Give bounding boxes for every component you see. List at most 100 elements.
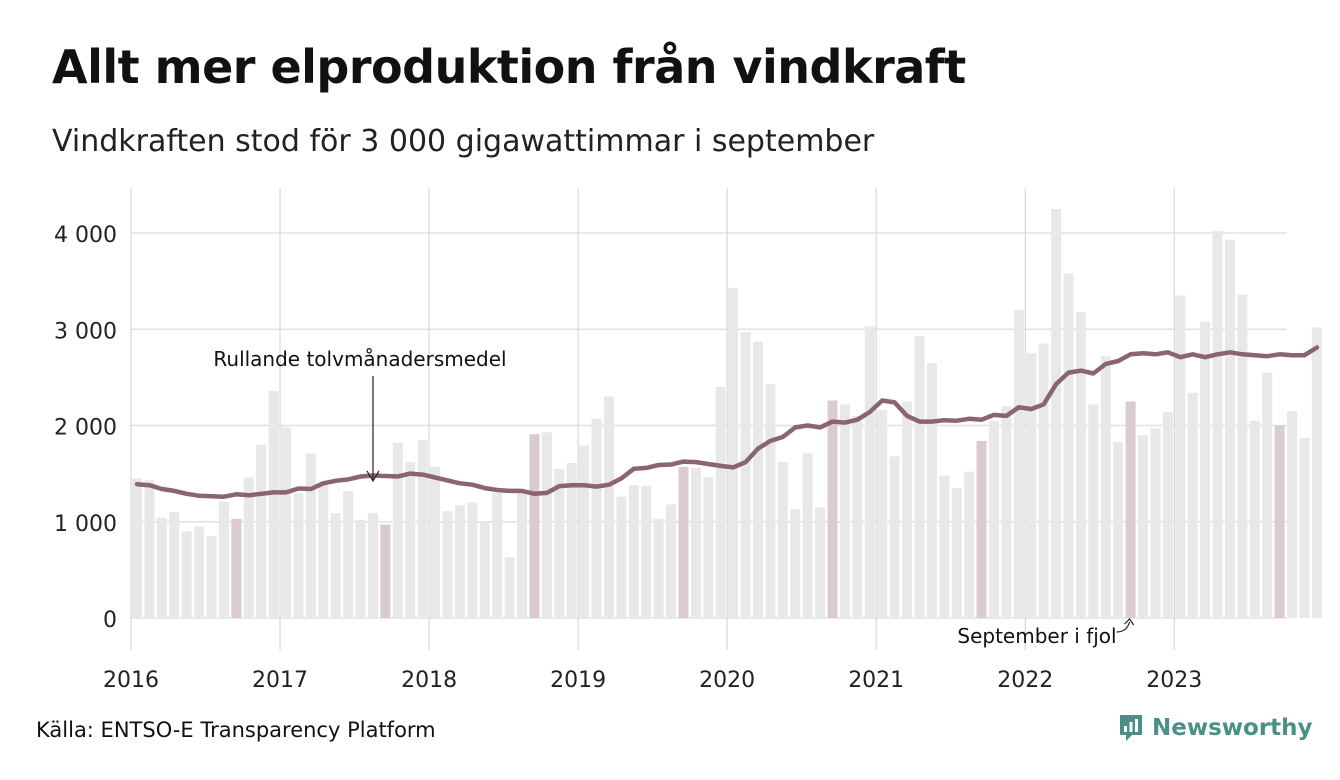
- bar: [988, 420, 999, 618]
- bar: [1100, 356, 1111, 618]
- bar: [889, 456, 900, 618]
- x-tick-label: 2020: [699, 668, 755, 693]
- bar: [343, 490, 354, 618]
- bar: [367, 513, 378, 618]
- annotation-september-last-year: September i fjol: [957, 624, 1116, 648]
- bar: [1187, 392, 1198, 618]
- y-tick-label: 0: [103, 608, 117, 633]
- brand-logo: Newsworthy: [1118, 713, 1313, 743]
- bar: [293, 492, 304, 618]
- bar: [156, 517, 167, 618]
- bar: [852, 415, 863, 618]
- bar: [579, 445, 590, 618]
- bar: [1311, 327, 1322, 618]
- bar: [1038, 343, 1049, 618]
- bar: [206, 536, 217, 618]
- bar: [790, 509, 801, 618]
- x-tick-label: 2016: [103, 668, 159, 693]
- bar: [976, 440, 987, 618]
- bar: [281, 427, 292, 618]
- bar: [442, 511, 453, 618]
- bar: [504, 557, 515, 618]
- bar: [1200, 321, 1211, 618]
- bar: [169, 512, 180, 618]
- bar: [330, 513, 341, 618]
- x-tick-label: 2018: [401, 668, 457, 693]
- bar: [926, 362, 937, 618]
- bar: [566, 463, 577, 618]
- bar: [802, 453, 813, 618]
- bar: [864, 326, 875, 618]
- bar: [231, 518, 242, 618]
- bar: [1001, 406, 1012, 618]
- bar: [318, 483, 329, 618]
- x-tick-label: 2022: [997, 668, 1053, 693]
- y-tick-label: 1 000: [54, 512, 117, 537]
- bar: [740, 332, 751, 618]
- bar: [256, 444, 267, 618]
- annotation-rolling-average: Rullande tolvmånadersmedel: [213, 347, 506, 371]
- bar: [1262, 372, 1273, 618]
- bar: [902, 401, 913, 618]
- brand-name: Newsworthy: [1152, 715, 1313, 741]
- bar: [430, 466, 441, 618]
- bar: [1051, 208, 1062, 618]
- bar: [1212, 231, 1223, 618]
- bar: [132, 478, 142, 618]
- bar: [1013, 310, 1024, 618]
- bar: [765, 384, 776, 618]
- bar: [144, 480, 155, 618]
- bar: [951, 488, 962, 618]
- x-tick-label: 2017: [252, 668, 308, 693]
- bar: [417, 439, 428, 618]
- bar: [268, 390, 279, 618]
- bar: [194, 526, 205, 618]
- bar: [243, 477, 254, 618]
- bar: [964, 471, 975, 618]
- chart-title: Allt mer elproduktion från vindkraft: [52, 40, 966, 94]
- bar: [603, 396, 614, 618]
- bar: [1125, 401, 1136, 618]
- bar: [454, 505, 465, 618]
- bar: [392, 442, 403, 618]
- rolling-average-line: [134, 345, 1320, 499]
- bar: [554, 468, 565, 618]
- bar: [1175, 295, 1186, 618]
- bar: [1026, 353, 1037, 618]
- bar: [541, 432, 552, 618]
- bar: [703, 477, 714, 618]
- newsworthy-logo-icon: [1118, 713, 1144, 743]
- bar: [1237, 294, 1248, 618]
- bar: [728, 287, 739, 618]
- bar: [355, 519, 366, 618]
- bar: [666, 504, 677, 618]
- bar: [815, 507, 826, 618]
- bar: [777, 462, 788, 618]
- bar: [628, 485, 639, 618]
- x-tick-label: 2021: [848, 668, 904, 693]
- bar: [690, 467, 701, 618]
- annotation-arrow-head: [366, 470, 380, 483]
- bar: [1138, 435, 1149, 618]
- bar: [1063, 273, 1074, 618]
- bar: [678, 466, 689, 618]
- bar: [1150, 428, 1161, 618]
- bar: [1224, 239, 1235, 619]
- bar: [492, 492, 503, 618]
- bar: [517, 492, 528, 618]
- bar: [1075, 311, 1086, 618]
- bar: [1249, 420, 1260, 618]
- bar: [839, 404, 850, 618]
- bar: [218, 501, 229, 618]
- bar: [616, 496, 627, 618]
- bar: [305, 453, 316, 618]
- bar: [827, 400, 838, 618]
- x-tick-label: 2019: [550, 668, 606, 693]
- bar: [1287, 411, 1298, 618]
- bar: [641, 486, 652, 618]
- y-tick-label: 2 000: [54, 416, 117, 441]
- bar: [1113, 441, 1124, 618]
- chart-subtitle: Vindkraften stod för 3 000 gigawattimmar…: [52, 124, 875, 159]
- bar: [1088, 404, 1099, 618]
- bar: [181, 531, 192, 618]
